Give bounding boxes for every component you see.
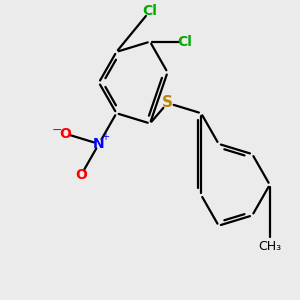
Text: O: O <box>59 127 71 141</box>
Text: Cl: Cl <box>142 4 158 18</box>
Text: S: S <box>162 95 173 110</box>
Text: Cl: Cl <box>178 35 193 49</box>
Text: −: − <box>51 124 62 137</box>
Text: +: + <box>101 133 109 142</box>
Text: N: N <box>93 137 105 151</box>
Text: O: O <box>75 168 87 182</box>
Text: CH₃: CH₃ <box>258 240 281 253</box>
